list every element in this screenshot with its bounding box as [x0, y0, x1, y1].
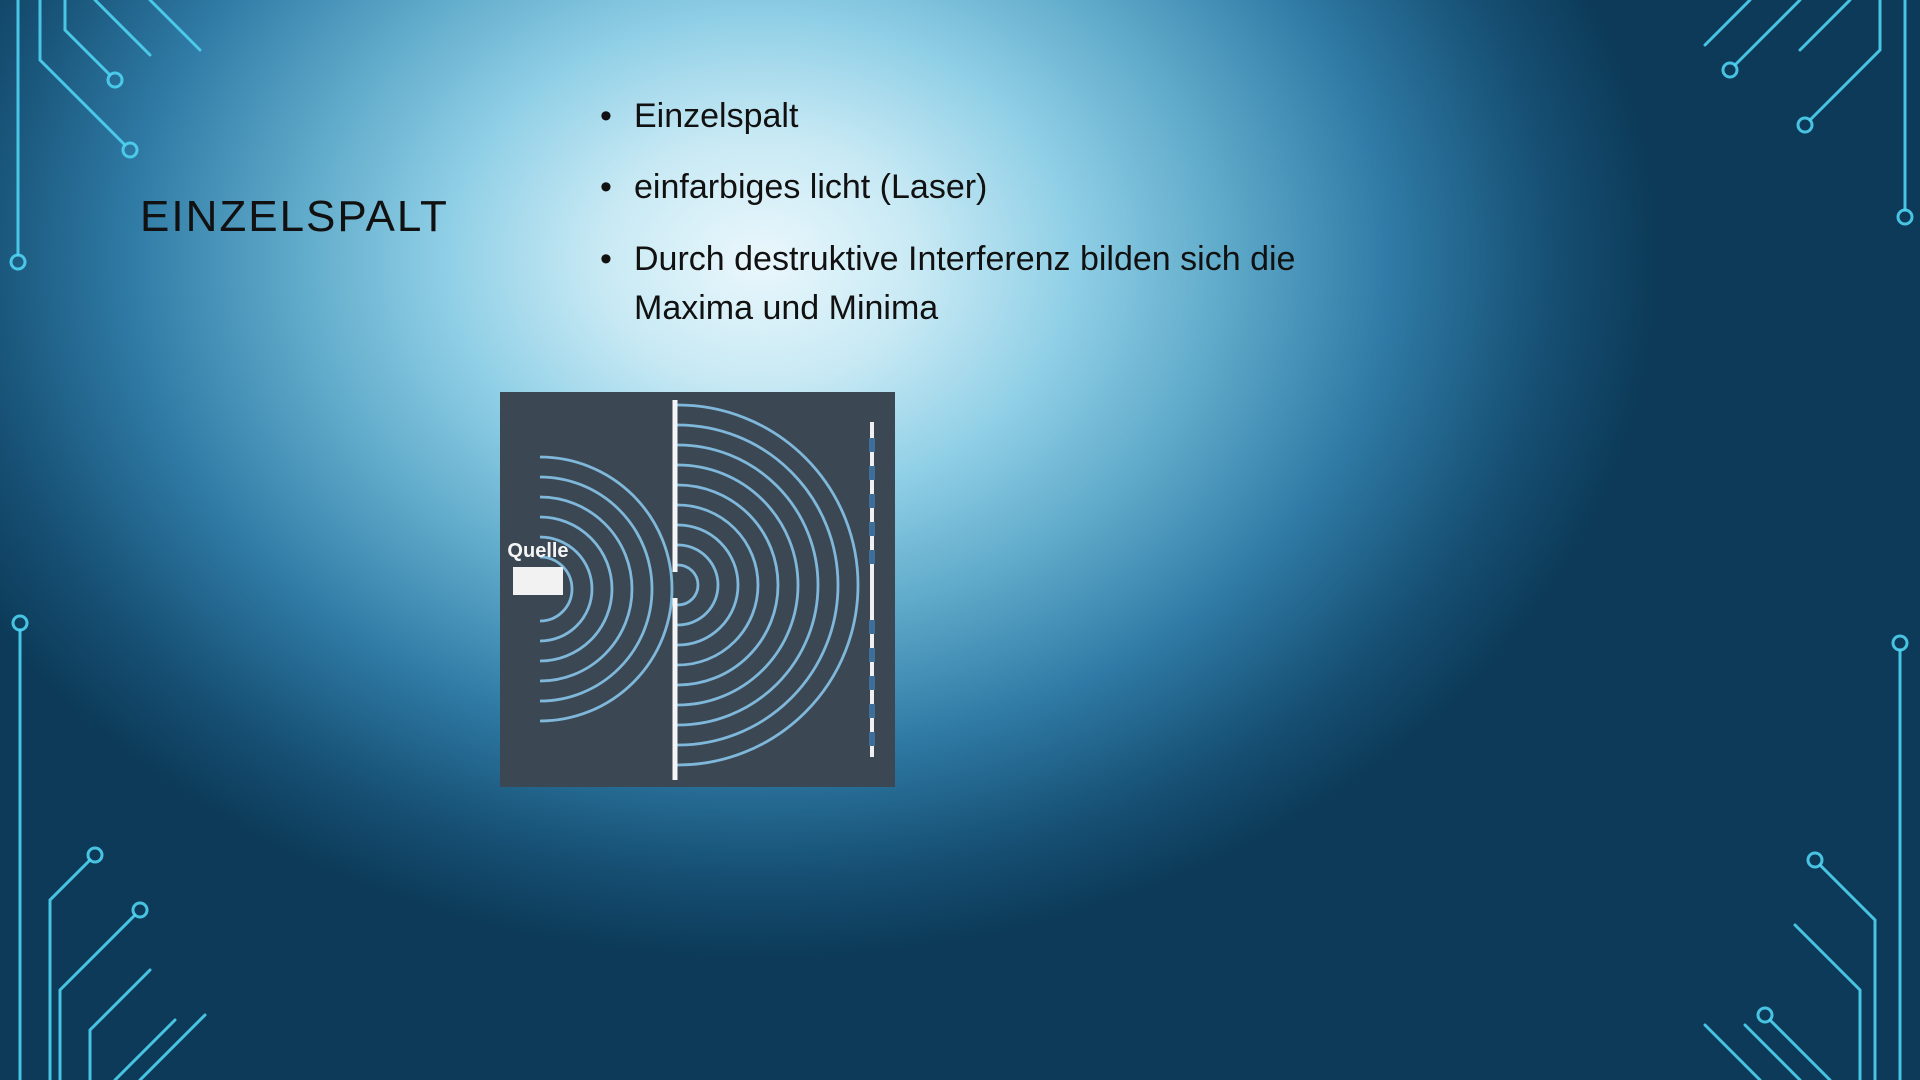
- slide: EINZELSPALT Einzelspalt einfarbiges lich…: [0, 0, 1920, 1080]
- decor-bottom-left: [0, 560, 260, 1080]
- bullet-item: Durch destruktive Interferenz bilden sic…: [600, 235, 1420, 334]
- decor-bottom-right: [1660, 560, 1920, 1080]
- svg-text:Quelle: Quelle: [507, 540, 568, 562]
- single-slit-diagram: Quelle: [500, 392, 895, 787]
- decor-top-right: [1680, 0, 1920, 300]
- decor-top-left: [0, 0, 240, 320]
- bullet-item: einfarbiges licht (Laser): [600, 163, 1420, 212]
- slide-title: EINZELSPALT: [140, 192, 449, 242]
- bullet-list: Einzelspalt einfarbiges licht (Laser) Du…: [600, 92, 1420, 355]
- bullet-item: Einzelspalt: [600, 92, 1420, 141]
